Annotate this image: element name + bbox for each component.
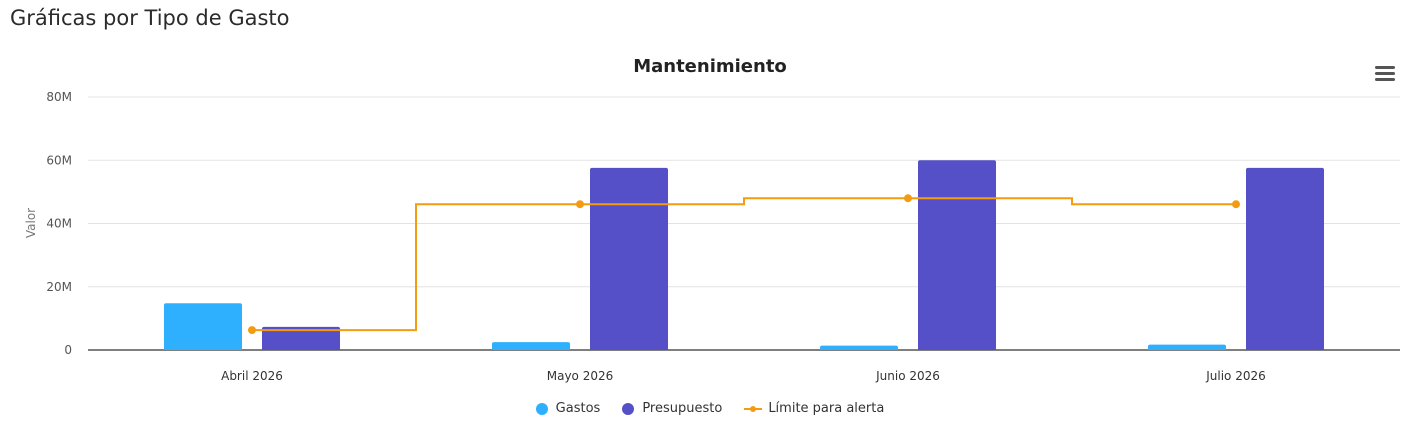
hamburger-menu-icon[interactable] — [1372, 63, 1398, 87]
legend-label: Gastos — [555, 401, 601, 416]
y-tick-label: 0 — [64, 343, 72, 357]
alert-limit-line — [248, 194, 1240, 335]
chart-title: Mantenimiento — [633, 56, 787, 77]
y-axis-label: Valor — [24, 208, 38, 238]
bar-presupuesto[interactable] — [918, 160, 996, 350]
legend-item-presupuesto[interactable]: Presupuesto — [622, 401, 722, 416]
x-tick-label: Junio 2026 — [875, 369, 940, 383]
x-axis-ticks: Abril 2026 Mayo 2026 Junio 2026 Julio 2026 — [221, 369, 1266, 383]
alert-limit-point[interactable] — [576, 200, 584, 209]
x-tick-label: Julio 2026 — [1205, 369, 1266, 383]
legend-dot-icon — [535, 402, 548, 415]
legend-dot-icon — [622, 402, 635, 415]
gridlines — [88, 96, 1400, 351]
alert-limit-point[interactable] — [248, 326, 256, 335]
legend: Gastos Presupuesto Límite para alerta — [0, 401, 1420, 419]
y-tick-label: 40M — [46, 217, 72, 231]
bar-presupuesto[interactable] — [590, 167, 668, 350]
chart-container: Mantenimiento Valor 0 20M 40M 60M 80M Abril … — [0, 40, 1420, 439]
bar-gastos[interactable] — [492, 342, 570, 350]
bar-presupuesto[interactable] — [262, 326, 340, 350]
bar-gastos[interactable] — [1148, 344, 1226, 350]
legend-line-icon — [744, 403, 763, 415]
legend-item-límite-para-alerta[interactable]: Límite para alerta — [744, 401, 884, 416]
legend-item-gastos[interactable]: Gastos — [535, 401, 601, 416]
alert-limit-path — [252, 197, 1236, 332]
x-tick-label: Mayo 2026 — [547, 369, 614, 383]
x-tick-label: Abril 2026 — [221, 369, 283, 383]
page-title: Gráficas por Tipo de Gasto — [10, 6, 290, 30]
bar-presupuesto[interactable] — [1246, 167, 1324, 350]
bar-gastos[interactable] — [164, 303, 242, 350]
chart-svg: Mantenimiento Valor 0 20M 40M 60M 80M Abril … — [24, 56, 1400, 383]
y-tick-label: 80M — [46, 90, 72, 104]
alert-limit-point[interactable] — [1232, 200, 1240, 209]
y-axis-ticks: 0 20M 40M 60M 80M — [46, 90, 72, 357]
y-tick-label: 60M — [46, 153, 72, 167]
legend-label: Límite para alerta — [768, 401, 885, 416]
legend-label: Presupuesto — [642, 401, 723, 416]
bars — [164, 160, 1324, 350]
bar-gastos[interactable] — [820, 345, 898, 350]
alert-limit-point[interactable] — [904, 194, 912, 203]
y-tick-label: 20M — [46, 280, 72, 294]
